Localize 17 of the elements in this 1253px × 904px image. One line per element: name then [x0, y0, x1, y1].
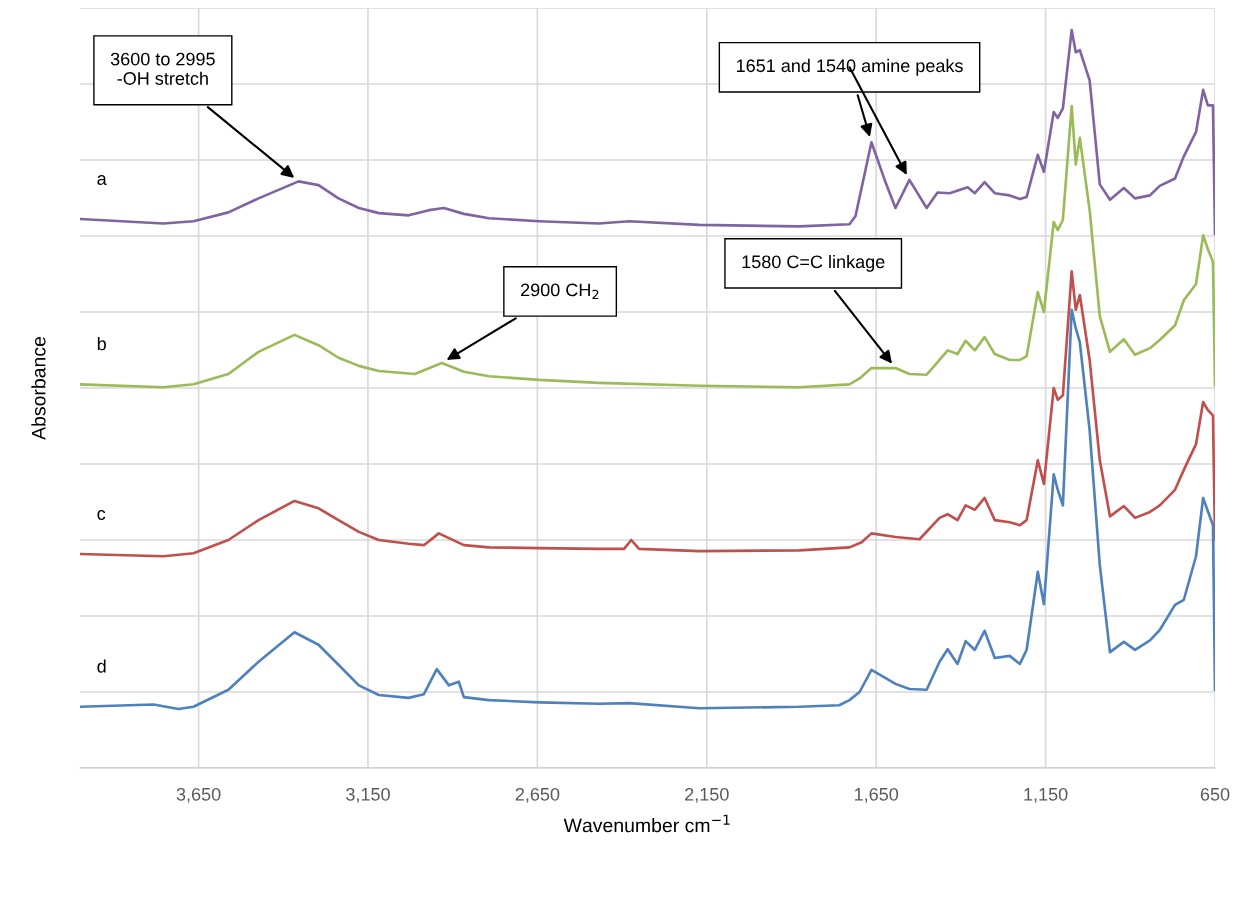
annotation: 2900 CH$_{2}$	[521, 283, 599, 300]
x-axis-title: Wavenumber cm$^{−1}$	[563, 814, 730, 833]
series-label: b	[97, 337, 106, 351]
annotation: 3600 to 2995 -OH stretch	[110, 52, 215, 85]
series-label: c	[97, 510, 106, 520]
x-tick-label: 2,150	[685, 787, 729, 803]
y-axis-title: Absorbance	[31, 336, 46, 440]
x-tick-label: 3,150	[346, 787, 390, 803]
x-tick-label: 3,650	[176, 787, 221, 803]
annotation: 1651 and 1540 amine peaks	[736, 58, 963, 76]
x-tick-label: 2,650	[515, 787, 560, 803]
x-tick-label: 1,650	[854, 787, 899, 803]
x-tick-label: 1,150	[1024, 787, 1068, 803]
series-label: a	[97, 175, 107, 185]
series-label: d	[97, 659, 106, 673]
annotation: 1580 C=C linkage	[742, 254, 885, 272]
x-tick-label: 650	[1200, 787, 1230, 801]
